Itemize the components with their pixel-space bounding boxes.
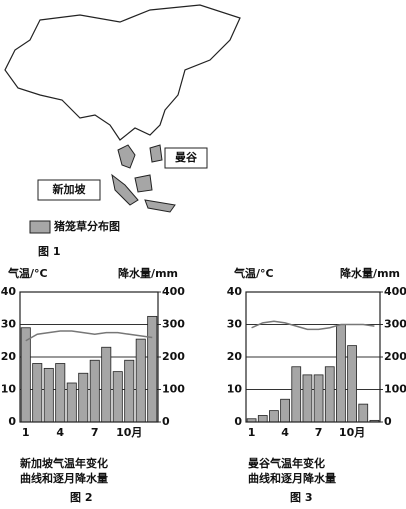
y-tick-label: 0 bbox=[234, 415, 242, 428]
temperature-line bbox=[251, 320, 375, 331]
y2-tick-label: 0 bbox=[162, 415, 170, 428]
y2-tick-label: 400 bbox=[162, 285, 185, 298]
bar bbox=[257, 415, 268, 423]
bar bbox=[336, 324, 346, 423]
label-box bbox=[164, 147, 208, 169]
y2-tick-label: 300 bbox=[162, 318, 185, 331]
y2-tick-label: 200 bbox=[162, 350, 185, 363]
y2-tick-label: 300 bbox=[384, 318, 406, 331]
x-tick-label: 4 bbox=[281, 426, 289, 439]
y-tick-label: 10 bbox=[227, 383, 243, 396]
y2-axis-label: 降水量/mm bbox=[340, 266, 400, 280]
y-tick-label: 40 bbox=[227, 285, 243, 298]
bar bbox=[32, 363, 43, 423]
y-tick-label: 0 bbox=[8, 415, 16, 428]
y2-tick-label: 0 bbox=[384, 415, 392, 428]
temperature-line bbox=[25, 330, 153, 342]
chart-title: 曲线和逐月降水量 bbox=[248, 471, 336, 485]
x-tick-label: 7 bbox=[315, 426, 323, 439]
y2-tick-label: 200 bbox=[384, 350, 406, 363]
figure-caption: 图 2 bbox=[70, 491, 92, 504]
plot-frame bbox=[245, 291, 381, 423]
y2-tick-label: 400 bbox=[384, 285, 406, 298]
bar bbox=[280, 398, 290, 423]
chart-title: 曼谷气温年变化 bbox=[248, 456, 325, 470]
continent-outline bbox=[4, 4, 241, 141]
bar bbox=[124, 359, 135, 423]
distribution-area bbox=[144, 199, 176, 213]
y2-tick-label: 100 bbox=[162, 383, 185, 396]
distribution-area bbox=[149, 144, 163, 163]
bar bbox=[66, 382, 77, 423]
x-tick-label: 1 bbox=[248, 426, 256, 439]
plot-frame bbox=[19, 291, 159, 423]
bar bbox=[302, 374, 313, 423]
bar bbox=[269, 410, 279, 423]
map: 曼谷 新加坡 猪笼草分布图 图 1 bbox=[4, 4, 241, 258]
bar bbox=[324, 366, 335, 423]
y-tick-label: 40 bbox=[1, 285, 17, 298]
y-tick-label: 10 bbox=[1, 383, 17, 396]
legend-text: 猪笼草分布图 bbox=[53, 219, 120, 233]
bar bbox=[347, 345, 357, 423]
chart-title: 曲线和逐月降水量 bbox=[20, 471, 108, 485]
y-axis-label: 气温/°C bbox=[233, 266, 274, 280]
y-tick-label: 30 bbox=[227, 318, 243, 331]
y-tick-label: 20 bbox=[1, 350, 17, 363]
bar bbox=[313, 374, 324, 423]
bar bbox=[55, 363, 66, 423]
figure-caption: 图 1 bbox=[38, 245, 60, 258]
bar bbox=[101, 346, 112, 423]
bar bbox=[78, 372, 89, 423]
bar bbox=[358, 403, 369, 423]
bar bbox=[147, 315, 158, 423]
chart-title: 新加坡气温年变化 bbox=[20, 456, 108, 470]
y-axis-label: 气温/°C bbox=[7, 266, 48, 280]
figure-caption: 图 3 bbox=[290, 491, 312, 504]
label-box bbox=[37, 179, 101, 201]
map-label: 新加坡 bbox=[53, 182, 87, 196]
y2-axis-label: 降水量/mm bbox=[118, 266, 178, 280]
distribution-area bbox=[117, 144, 136, 169]
x-tick-label: 10月 bbox=[339, 426, 365, 439]
bar bbox=[20, 327, 31, 423]
x-tick-label: 4 bbox=[56, 426, 64, 439]
bar bbox=[291, 366, 302, 423]
y2-tick-label: 100 bbox=[384, 383, 406, 396]
y-tick-label: 20 bbox=[227, 350, 243, 363]
y-tick-label: 30 bbox=[1, 318, 17, 331]
x-tick-label: 1 bbox=[22, 426, 30, 439]
x-tick-label: 7 bbox=[91, 426, 99, 439]
bar bbox=[89, 359, 100, 423]
x-tick-label: 10月 bbox=[116, 426, 142, 439]
bar bbox=[43, 367, 54, 423]
distribution-area bbox=[134, 174, 153, 193]
bar bbox=[112, 371, 123, 423]
distribution-area bbox=[111, 173, 139, 206]
map-label: 曼谷 bbox=[175, 150, 198, 164]
legend-swatch bbox=[29, 220, 51, 234]
bar bbox=[135, 338, 146, 423]
